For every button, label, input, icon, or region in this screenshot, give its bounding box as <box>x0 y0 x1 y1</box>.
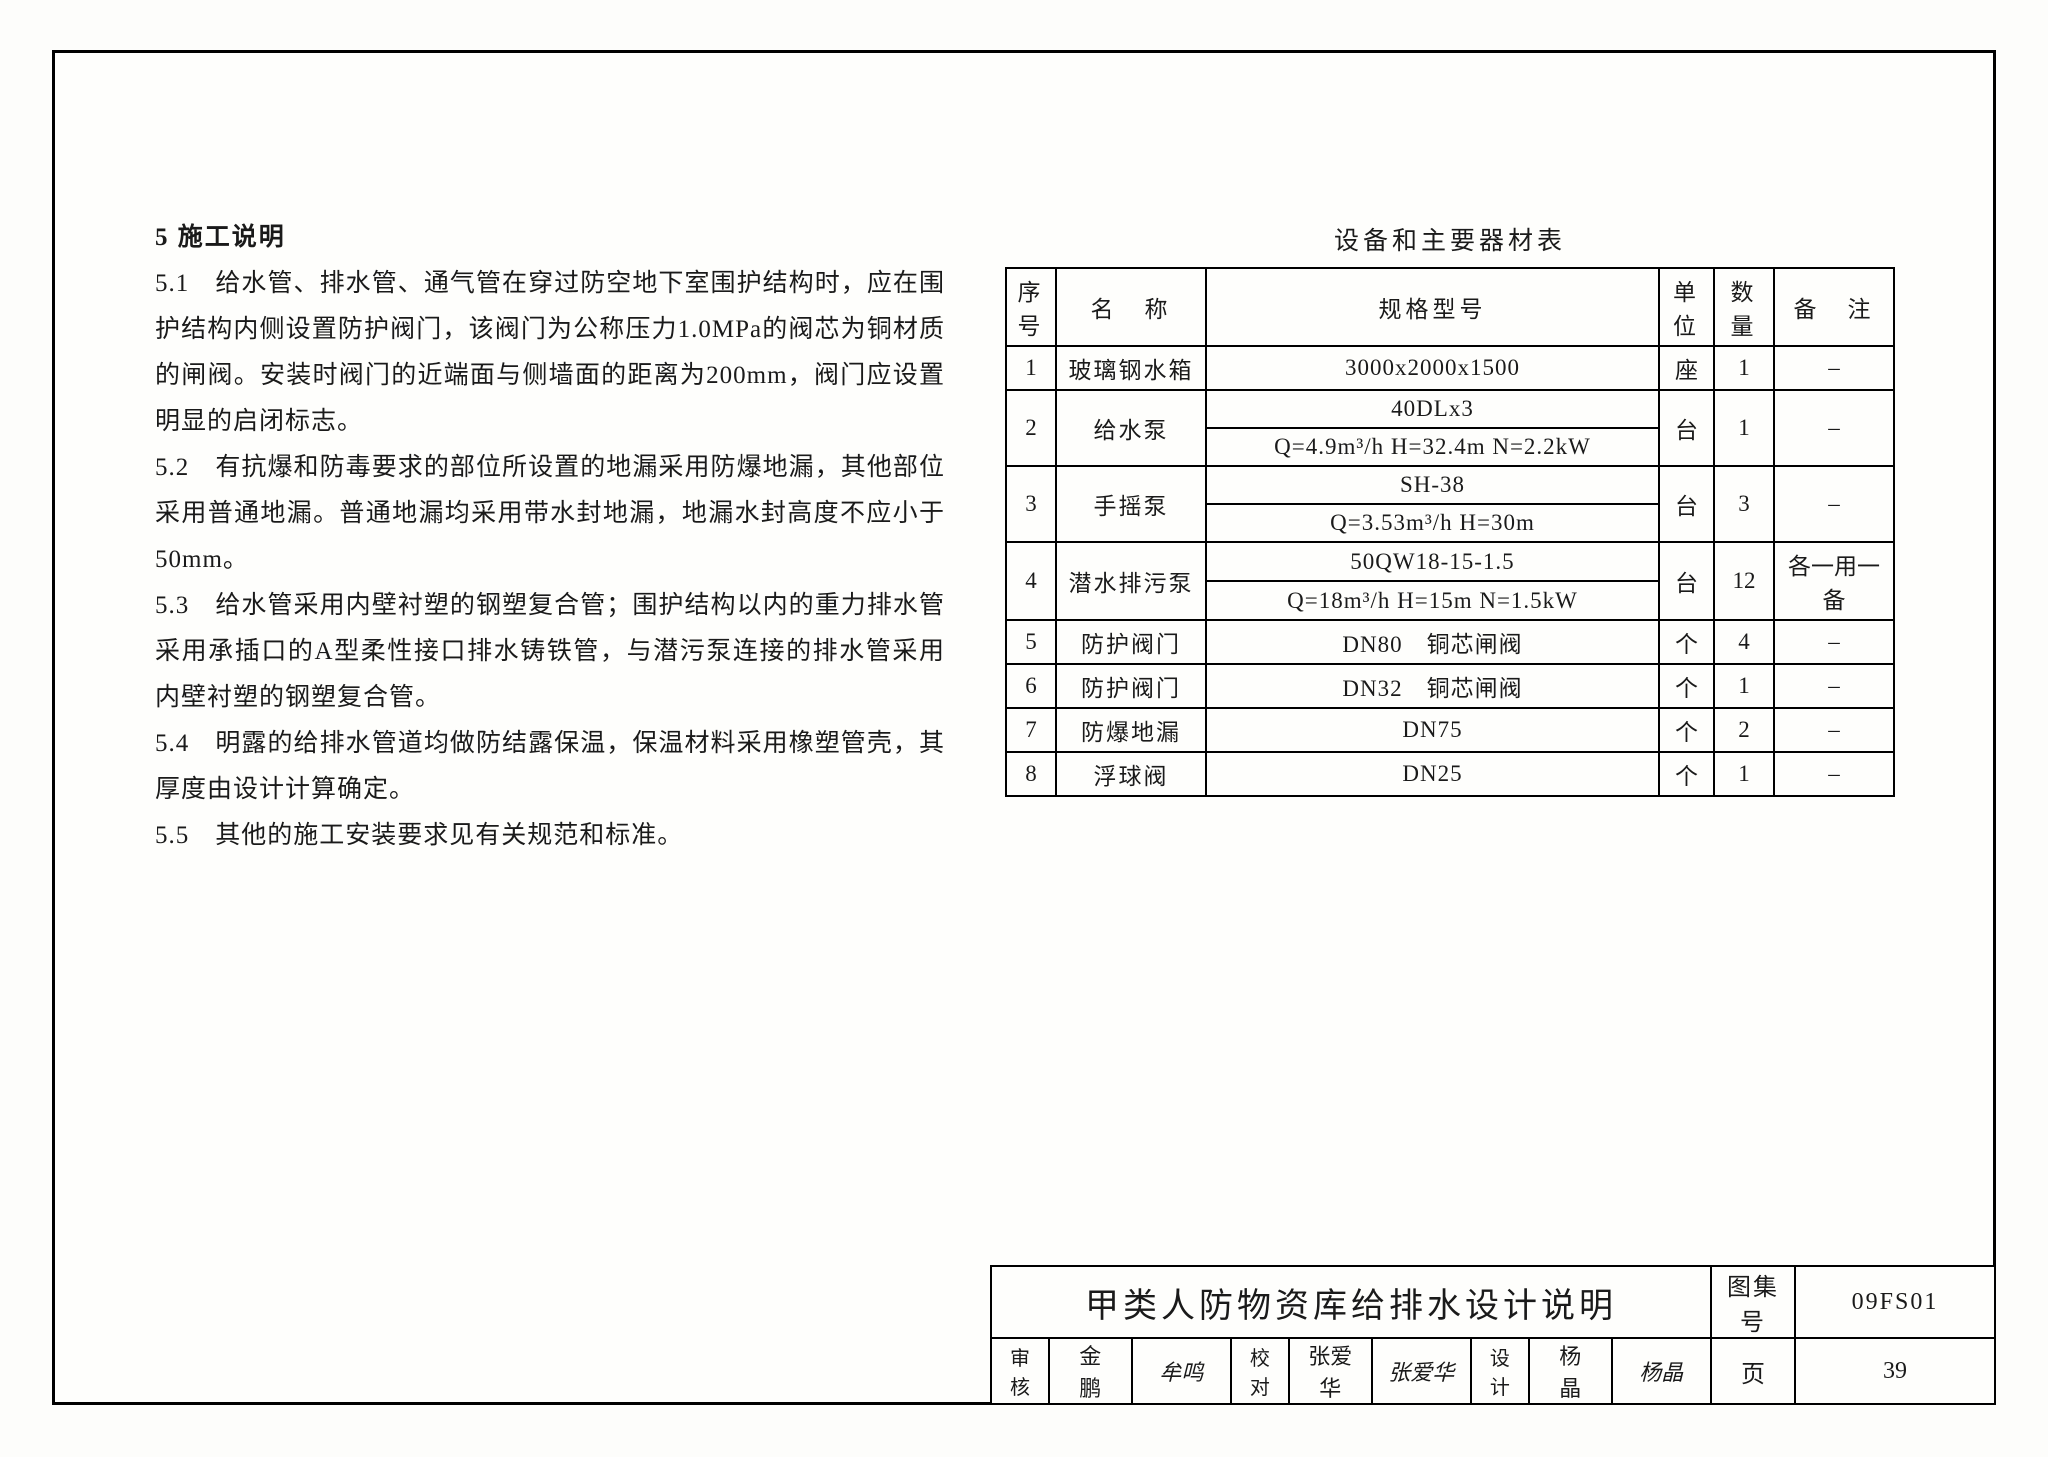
cell-index: 5 <box>1006 620 1056 664</box>
table-row: 3手摇泵SH-38台3– <box>1006 466 1894 504</box>
cell-spec: 3000x2000x1500 <box>1206 346 1659 390</box>
cell-qty: 1 <box>1714 664 1774 708</box>
review-signature: 牟鸣 <box>1132 1338 1231 1404</box>
content-area: 5 施工说明 5.1 给水管、排水管、通气管在穿过防空地下室围护结构时，应在围护… <box>155 217 1895 859</box>
review-name: 金 鹏 <box>1049 1338 1132 1404</box>
cell-unit: 座 <box>1659 346 1714 390</box>
equipment-table-block: 设备和主要器材表 序号 名 称 规格型号 单位 数量 备 注 1玻璃钢水箱300… <box>1005 217 1895 859</box>
cell-spec: DN32 铜芯闸阀 <box>1206 664 1659 708</box>
cell-name: 防护阀门 <box>1056 620 1206 664</box>
para-5-2: 5.2 有抗爆和防毒要求的部位所设置的地漏采用防爆地漏，其他部位采用普通地漏。普… <box>155 445 945 583</box>
th-spec: 规格型号 <box>1206 268 1659 346</box>
para-5-4: 5.4 明露的给排水管道均做防结露保温，保温材料采用橡塑管壳，其厚度由设计计算确… <box>155 721 945 813</box>
equipment-table-title: 设备和主要器材表 <box>1005 221 1895 257</box>
cell-unit: 个 <box>1659 620 1714 664</box>
cell-spec: DN25 <box>1206 752 1659 796</box>
set-label: 图集号 <box>1711 1266 1795 1338</box>
check-label: 校对 <box>1231 1338 1289 1404</box>
cell-note: – <box>1774 708 1894 752</box>
table-row: 4潜水排污泵50QW18-15-1.5台12各一用一备 <box>1006 542 1894 581</box>
cell-note: – <box>1774 346 1894 390</box>
table-row: 7防爆地漏DN75个2– <box>1006 708 1894 752</box>
cell-note: – <box>1774 390 1894 466</box>
table-row: 6防护阀门DN32 铜芯闸阀个1– <box>1006 664 1894 708</box>
cell-name: 潜水排污泵 <box>1056 542 1206 620</box>
drawing-title: 甲类人防物资库给排水设计说明 <box>991 1266 1711 1338</box>
cell-spec: DN75 <box>1206 708 1659 752</box>
cell-qty: 1 <box>1714 752 1774 796</box>
cell-spec: Q=18m³/h H=15m N=1.5kW <box>1206 581 1659 620</box>
cell-spec: DN80 铜芯闸阀 <box>1206 620 1659 664</box>
cell-spec: 40DLx3 <box>1206 390 1659 428</box>
th-index: 序号 <box>1006 268 1056 346</box>
cell-name: 玻璃钢水箱 <box>1056 346 1206 390</box>
cell-unit: 个 <box>1659 708 1714 752</box>
design-label: 设计 <box>1471 1338 1529 1404</box>
cell-index: 4 <box>1006 542 1056 620</box>
cell-note: – <box>1774 664 1894 708</box>
check-signature: 张爱华 <box>1372 1338 1471 1404</box>
cell-unit: 个 <box>1659 664 1714 708</box>
table-row: 2给水泵40DLx3台1– <box>1006 390 1894 428</box>
cell-name: 防护阀门 <box>1056 664 1206 708</box>
check-name: 张爱华 <box>1289 1338 1372 1404</box>
para-5-1: 5.1 给水管、排水管、通气管在穿过防空地下室围护结构时，应在围护结构内侧设置防… <box>155 261 945 445</box>
para-5-3: 5.3 给水管采用内壁衬塑的钢塑复合管；围护结构以内的重力排水管采用承插口的A型… <box>155 583 945 721</box>
cell-spec: 50QW18-15-1.5 <box>1206 542 1659 581</box>
th-name: 名 称 <box>1056 268 1206 346</box>
review-label: 审核 <box>991 1338 1049 1404</box>
cell-index: 8 <box>1006 752 1056 796</box>
section-heading: 5 施工说明 <box>155 217 945 253</box>
equipment-table: 序号 名 称 规格型号 单位 数量 备 注 1玻璃钢水箱3000x2000x15… <box>1005 267 1895 797</box>
cell-qty: 1 <box>1714 346 1774 390</box>
cell-index: 2 <box>1006 390 1056 466</box>
cell-qty: 3 <box>1714 466 1774 542</box>
construction-notes: 5 施工说明 5.1 给水管、排水管、通气管在穿过防空地下室围护结构时，应在围护… <box>155 217 945 859</box>
page-label: 页 <box>1711 1338 1795 1404</box>
cell-unit: 台 <box>1659 390 1714 466</box>
cell-spec: Q=3.53m³/h H=30m <box>1206 504 1659 542</box>
page-number: 39 <box>1795 1338 1995 1404</box>
cell-spec: SH-38 <box>1206 466 1659 504</box>
cell-index: 1 <box>1006 346 1056 390</box>
cell-unit: 台 <box>1659 542 1714 620</box>
cell-note: – <box>1774 752 1894 796</box>
design-signature: 杨晶 <box>1612 1338 1711 1404</box>
cell-note: – <box>1774 620 1894 664</box>
table-row: 8浮球阀DN25个1– <box>1006 752 1894 796</box>
cell-qty: 12 <box>1714 542 1774 620</box>
cell-unit: 台 <box>1659 466 1714 542</box>
cell-spec: Q=4.9m³/h H=32.4m N=2.2kW <box>1206 428 1659 466</box>
cell-qty: 2 <box>1714 708 1774 752</box>
cell-name: 手摇泵 <box>1056 466 1206 542</box>
cell-unit: 个 <box>1659 752 1714 796</box>
set-code: 09FS01 <box>1795 1266 1995 1338</box>
drawing-frame: 5 施工说明 5.1 给水管、排水管、通气管在穿过防空地下室围护结构时，应在围护… <box>52 50 1996 1405</box>
design-name: 杨 晶 <box>1529 1338 1612 1404</box>
cell-qty: 1 <box>1714 390 1774 466</box>
title-block: 甲类人防物资库给排水设计说明 图集号 09FS01 审核 金 鹏 牟鸣 校对 张… <box>990 1265 1996 1405</box>
cell-name: 浮球阀 <box>1056 752 1206 796</box>
cell-index: 3 <box>1006 466 1056 542</box>
cell-note: 各一用一备 <box>1774 542 1894 620</box>
cell-qty: 4 <box>1714 620 1774 664</box>
table-row: 5防护阀门DN80 铜芯闸阀个4– <box>1006 620 1894 664</box>
cell-name: 给水泵 <box>1056 390 1206 466</box>
table-header-row: 序号 名 称 规格型号 单位 数量 备 注 <box>1006 268 1894 346</box>
cell-note: – <box>1774 466 1894 542</box>
th-note: 备 注 <box>1774 268 1894 346</box>
table-row: 1玻璃钢水箱3000x2000x1500座1– <box>1006 346 1894 390</box>
para-5-5: 5.5 其他的施工安装要求见有关规范和标准。 <box>155 813 945 859</box>
th-qty: 数量 <box>1714 268 1774 346</box>
th-unit: 单位 <box>1659 268 1714 346</box>
cell-name: 防爆地漏 <box>1056 708 1206 752</box>
cell-index: 7 <box>1006 708 1056 752</box>
cell-index: 6 <box>1006 664 1056 708</box>
